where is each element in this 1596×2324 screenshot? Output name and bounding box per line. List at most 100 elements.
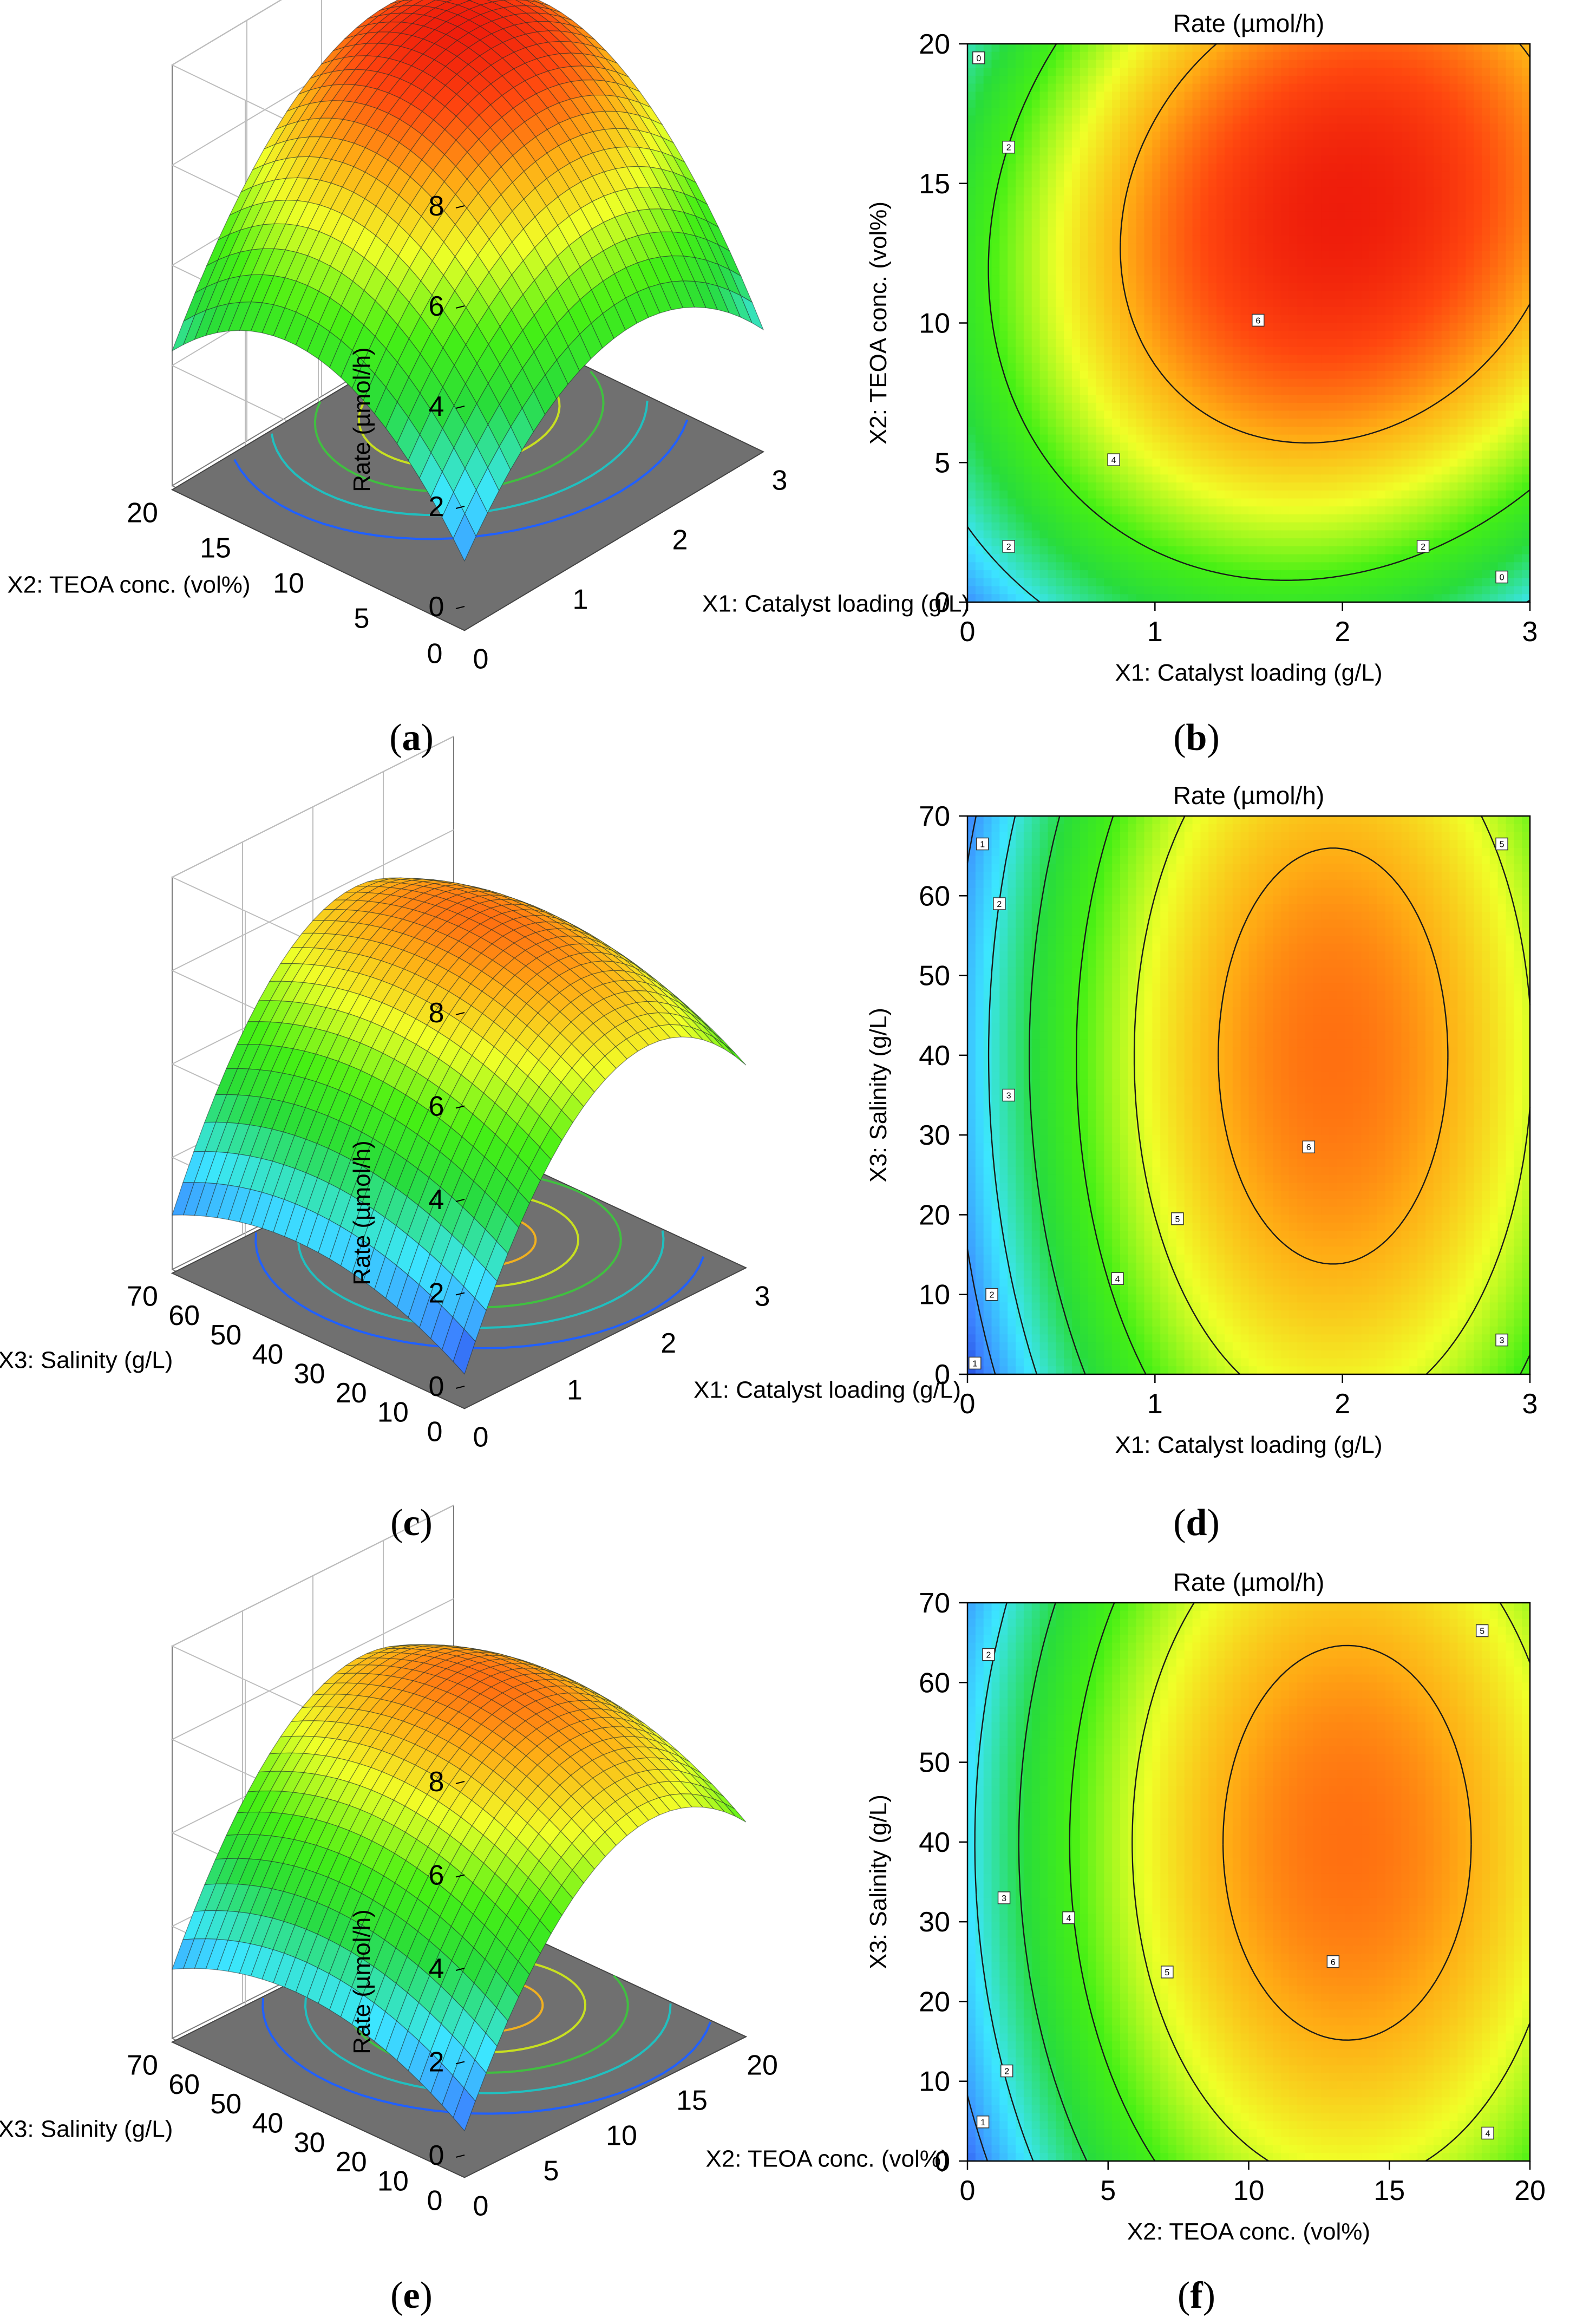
heat-cell <box>1450 267 1458 275</box>
heat-cell <box>1289 235 1297 243</box>
heat-cell <box>1185 506 1193 514</box>
heat-cell <box>1297 442 1305 451</box>
heat-cell <box>1345 259 1353 267</box>
heat-cell <box>1321 514 1329 523</box>
heat-cell <box>1193 76 1201 84</box>
heat-cell <box>1385 499 1394 507</box>
heat-cell <box>1297 339 1305 347</box>
heat-cell <box>1353 155 1361 164</box>
heat-cell <box>976 315 984 323</box>
heat-cell <box>1281 227 1289 236</box>
heat-cell <box>1160 395 1168 403</box>
heat-cell <box>1176 594 1185 602</box>
heat-cell <box>1008 68 1016 76</box>
heat-cell <box>1048 211 1056 219</box>
heat-cell <box>1417 467 1425 475</box>
heat-cell <box>1128 379 1136 387</box>
heat-cell <box>1088 459 1096 467</box>
heat-cell <box>1040 530 1048 538</box>
heat-cell <box>1337 307 1345 315</box>
heat-cell <box>1048 506 1056 514</box>
heat-cell <box>1080 172 1088 180</box>
heat-cell <box>1160 474 1168 482</box>
heat-cell <box>1104 387 1112 395</box>
heat-cell <box>1409 562 1417 570</box>
heat-cell <box>1144 164 1153 172</box>
heat-cell <box>1096 339 1104 347</box>
heat-cell <box>1329 411 1337 419</box>
heat-cell <box>1450 427 1458 435</box>
heat-cell <box>1128 347 1136 355</box>
heat-cell <box>1032 132 1040 140</box>
heat-cell <box>1369 442 1377 451</box>
heat-cell <box>1200 100 1208 108</box>
heat-cell <box>1048 243 1056 251</box>
heat-cell <box>1313 323 1321 331</box>
heat-cell <box>1233 523 1241 531</box>
heat-cell <box>1273 291 1281 299</box>
heat-cell <box>1321 172 1329 180</box>
heat-cell <box>1329 395 1337 403</box>
heat-cell <box>1313 172 1321 180</box>
heat-cell <box>967 147 976 155</box>
heat-cell <box>1144 155 1153 164</box>
heat-cell <box>967 172 976 180</box>
heat-cell <box>1273 403 1281 411</box>
heat-cell <box>1176 211 1185 219</box>
heat-cell <box>1088 315 1096 323</box>
heat-cell <box>1185 140 1193 148</box>
heat-cell <box>1442 315 1450 323</box>
heat-cell <box>1024 179 1032 187</box>
heat-cell <box>1297 219 1305 227</box>
heat-cell <box>1265 211 1273 219</box>
heat-cell <box>1273 331 1281 339</box>
heat-cell <box>1417 291 1425 299</box>
heat-cell <box>1168 499 1176 507</box>
heat-cell <box>999 92 1008 100</box>
heat-cell <box>1233 363 1241 371</box>
heat-cell <box>1434 259 1442 267</box>
heat-cell <box>1233 578 1241 586</box>
heat-cell <box>1241 76 1249 84</box>
heat-cell <box>1193 363 1201 371</box>
heat-cell <box>1233 52 1241 60</box>
heat-cell <box>1032 459 1040 467</box>
heat-cell <box>1265 315 1273 323</box>
heat-cell <box>1104 219 1112 227</box>
heat-cell <box>1088 211 1096 219</box>
heat-cell <box>1136 204 1144 212</box>
heat-cell <box>1193 482 1201 491</box>
heat-cell <box>999 219 1008 227</box>
heat-cell <box>1297 155 1305 164</box>
heat-cell <box>1369 395 1377 403</box>
heat-cell <box>1136 442 1144 451</box>
heat-cell <box>1442 243 1450 251</box>
heat-cell <box>1208 204 1216 212</box>
heat-cell <box>1345 179 1353 187</box>
heat-cell <box>1016 235 1024 243</box>
heat-cell <box>1409 530 1417 538</box>
heat-cell <box>1120 347 1128 355</box>
heat-cell <box>1024 491 1032 499</box>
heat-cell <box>1048 235 1056 243</box>
heat-cell <box>1128 251 1136 259</box>
heat-cell <box>1152 570 1160 578</box>
heat-cell <box>1112 403 1120 411</box>
heat-cell <box>1394 474 1402 482</box>
heat-cell <box>1185 459 1193 467</box>
heat-cell <box>1425 467 1434 475</box>
heat-cell <box>1337 211 1345 219</box>
heat-cell <box>1128 299 1136 307</box>
heat-cell <box>1402 108 1410 116</box>
heat-cell <box>1056 554 1064 563</box>
heat-cell <box>1273 259 1281 267</box>
heat-cell <box>1394 116 1402 124</box>
heat-cell <box>1257 395 1265 403</box>
heat-cell <box>1064 594 1072 602</box>
heat-cell <box>1353 411 1361 419</box>
heat-cell <box>967 100 976 108</box>
heat-cell <box>984 323 992 331</box>
heat-cell <box>1096 554 1104 563</box>
heat-cell <box>1377 68 1385 76</box>
heat-cell <box>1193 140 1201 148</box>
